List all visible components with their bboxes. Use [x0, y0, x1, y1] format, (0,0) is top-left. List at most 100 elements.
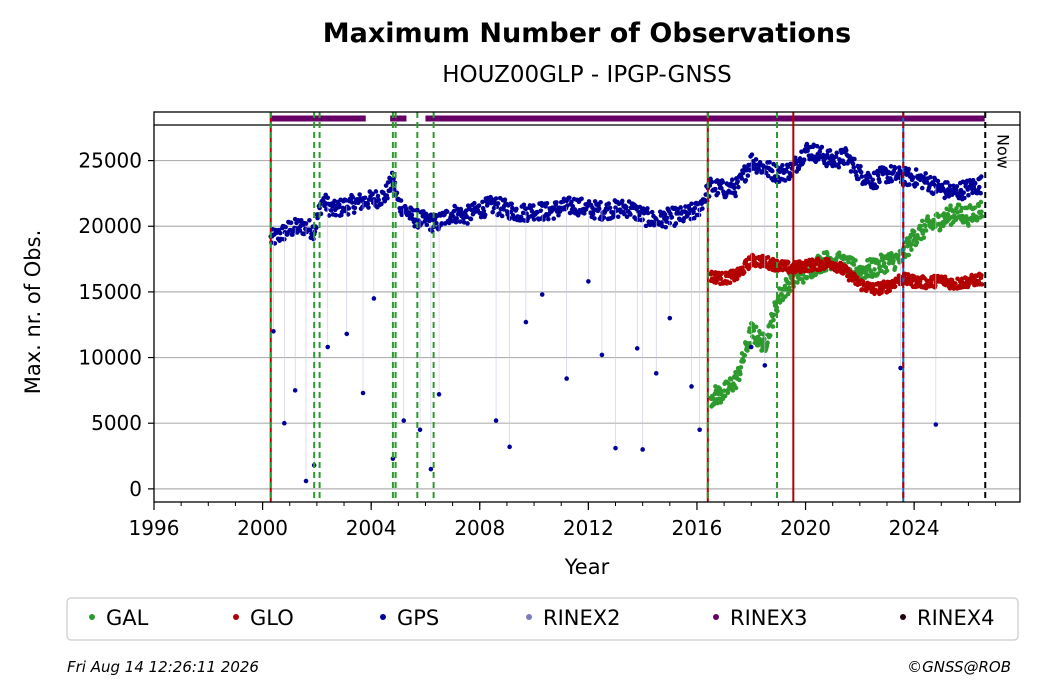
GPS-point — [546, 216, 551, 222]
GAL-point — [786, 280, 792, 286]
GPS-point — [481, 208, 487, 214]
GPS-point — [739, 176, 745, 181]
GPS-point — [619, 198, 625, 204]
GPS-point — [328, 208, 334, 213]
x-tick-label: 2016 — [671, 516, 722, 540]
GAL-point — [892, 265, 898, 270]
GPS-point — [819, 144, 825, 150]
GAL-point — [738, 371, 743, 377]
GPS-point — [493, 196, 499, 201]
GLO-point — [854, 275, 860, 280]
GPS-point — [325, 195, 331, 201]
GLO-point — [718, 276, 724, 281]
GPS-point — [472, 200, 477, 206]
GPS-point — [945, 180, 950, 185]
GPS-point — [601, 215, 607, 220]
GAL-point — [813, 272, 819, 277]
GPS-point — [579, 196, 584, 202]
x-axis-label: Year — [564, 555, 610, 579]
GPS-point — [482, 212, 488, 218]
GPS-point — [875, 172, 881, 178]
GAL-point — [954, 205, 959, 211]
gps-outlier-point — [613, 445, 618, 451]
GLO-point — [774, 258, 780, 264]
GPS-point — [357, 192, 362, 197]
GLO-point — [917, 279, 923, 284]
GPS-point — [521, 202, 527, 208]
GAL-point — [956, 202, 962, 208]
GAL-point — [771, 317, 776, 323]
GPS-point — [552, 206, 557, 211]
GPS-point — [409, 212, 415, 218]
GAL-point — [760, 344, 765, 350]
GPS-point — [554, 200, 559, 205]
GAL-point — [785, 291, 791, 297]
GPS-point — [635, 217, 641, 223]
GAL-point — [761, 332, 767, 337]
GPS-point — [877, 179, 882, 185]
GAL-point — [730, 388, 736, 393]
GLO-point — [750, 253, 756, 258]
GPS-point — [856, 176, 861, 182]
GPS-point — [712, 186, 718, 192]
GPS-point — [375, 193, 381, 199]
GPS-point — [797, 156, 803, 161]
GPS-point — [689, 201, 694, 207]
GPS-point — [476, 203, 482, 208]
legend: GAL GLO GPS RINEX2 RINEX3 RINEX4 — [66, 597, 1019, 641]
GPS-point — [966, 192, 971, 198]
GPS-point — [439, 221, 445, 226]
GPS-point — [979, 174, 984, 179]
GPS-point — [376, 197, 381, 203]
GAL-point — [923, 228, 929, 233]
GPS-point — [745, 173, 751, 178]
legend-label-rinex3: RINEX3 — [730, 606, 808, 630]
GPS-point — [947, 183, 953, 189]
GPS-point — [930, 191, 936, 197]
GAL-point — [846, 259, 851, 265]
GPS-point — [480, 199, 485, 205]
GPS-point — [700, 206, 705, 211]
GPS-point — [753, 157, 759, 162]
GPS-point — [461, 216, 466, 221]
GPS-point — [370, 191, 375, 197]
GAL-point — [733, 385, 739, 391]
GAL-point — [914, 240, 920, 245]
GAL-point — [966, 223, 971, 228]
gps-outlier-point — [507, 444, 512, 450]
GAL-point — [876, 259, 882, 265]
GPS-point — [799, 149, 804, 155]
GAL-point — [771, 312, 777, 318]
GPS-point — [333, 212, 339, 218]
GPS-point — [858, 164, 863, 169]
GPS-point — [398, 198, 404, 203]
gps-outlier-point — [325, 344, 331, 350]
GAL-point — [979, 214, 985, 219]
legend-marker-rinex4 — [900, 614, 906, 620]
gps-outlier-point — [586, 279, 591, 284]
GPS-point — [288, 220, 294, 226]
GPS-point — [892, 165, 898, 171]
y-tick-label: 5000 — [91, 411, 142, 435]
GPS-point — [851, 165, 857, 170]
GAL-point — [921, 235, 927, 240]
legend-marker-glo — [233, 614, 239, 620]
GLO-point — [727, 280, 733, 286]
GAL-point — [782, 283, 788, 289]
y-tick-label: 10000 — [78, 346, 142, 370]
axes-frame — [153, 111, 1021, 503]
plot-area: 0 5000 10000 15000 20000 25000 1996 2000 2004 200… — [78, 111, 1021, 540]
GPS-point — [735, 179, 740, 184]
gps-outlier-point — [292, 388, 298, 393]
GAL-point — [972, 205, 978, 210]
GPS-point — [307, 217, 312, 223]
GPS-point — [451, 208, 457, 214]
GAL-point — [795, 280, 800, 285]
GPS-point — [607, 205, 613, 211]
GLO-point — [979, 273, 984, 278]
GPS-point — [848, 169, 854, 174]
GLO-point — [780, 267, 786, 273]
GAL-point — [738, 365, 744, 370]
x-tick-label: 2012 — [563, 516, 614, 540]
GPS-point — [567, 195, 572, 201]
